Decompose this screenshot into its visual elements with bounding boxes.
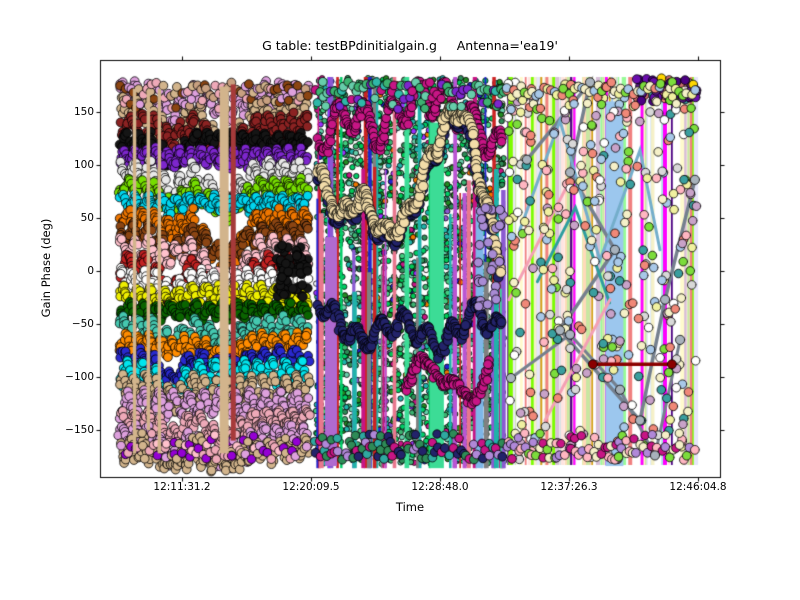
x-tick-label: 12:20:09.5 [282, 481, 340, 493]
x-axis-label: Time [395, 500, 425, 514]
y-tick-label: −150 [65, 424, 94, 436]
y-tick-label: −50 [71, 318, 94, 330]
x-tick-label: 12:37:26.3 [540, 481, 598, 493]
chart-title: G table: testBPdinitialgain.g Antenna='e… [262, 38, 558, 53]
x-tick-label: 12:28:48.0 [411, 481, 469, 493]
x-tick-label: 12:11:31.2 [153, 481, 211, 493]
y-tick-label: 150 [73, 106, 94, 118]
x-tick-label: 12:46:04.8 [669, 481, 727, 493]
y-tick-label: −100 [65, 371, 94, 383]
y-tick-label: 50 [80, 212, 94, 224]
y-tick-label: 100 [73, 159, 94, 171]
y-tick-label: 0 [87, 265, 94, 277]
